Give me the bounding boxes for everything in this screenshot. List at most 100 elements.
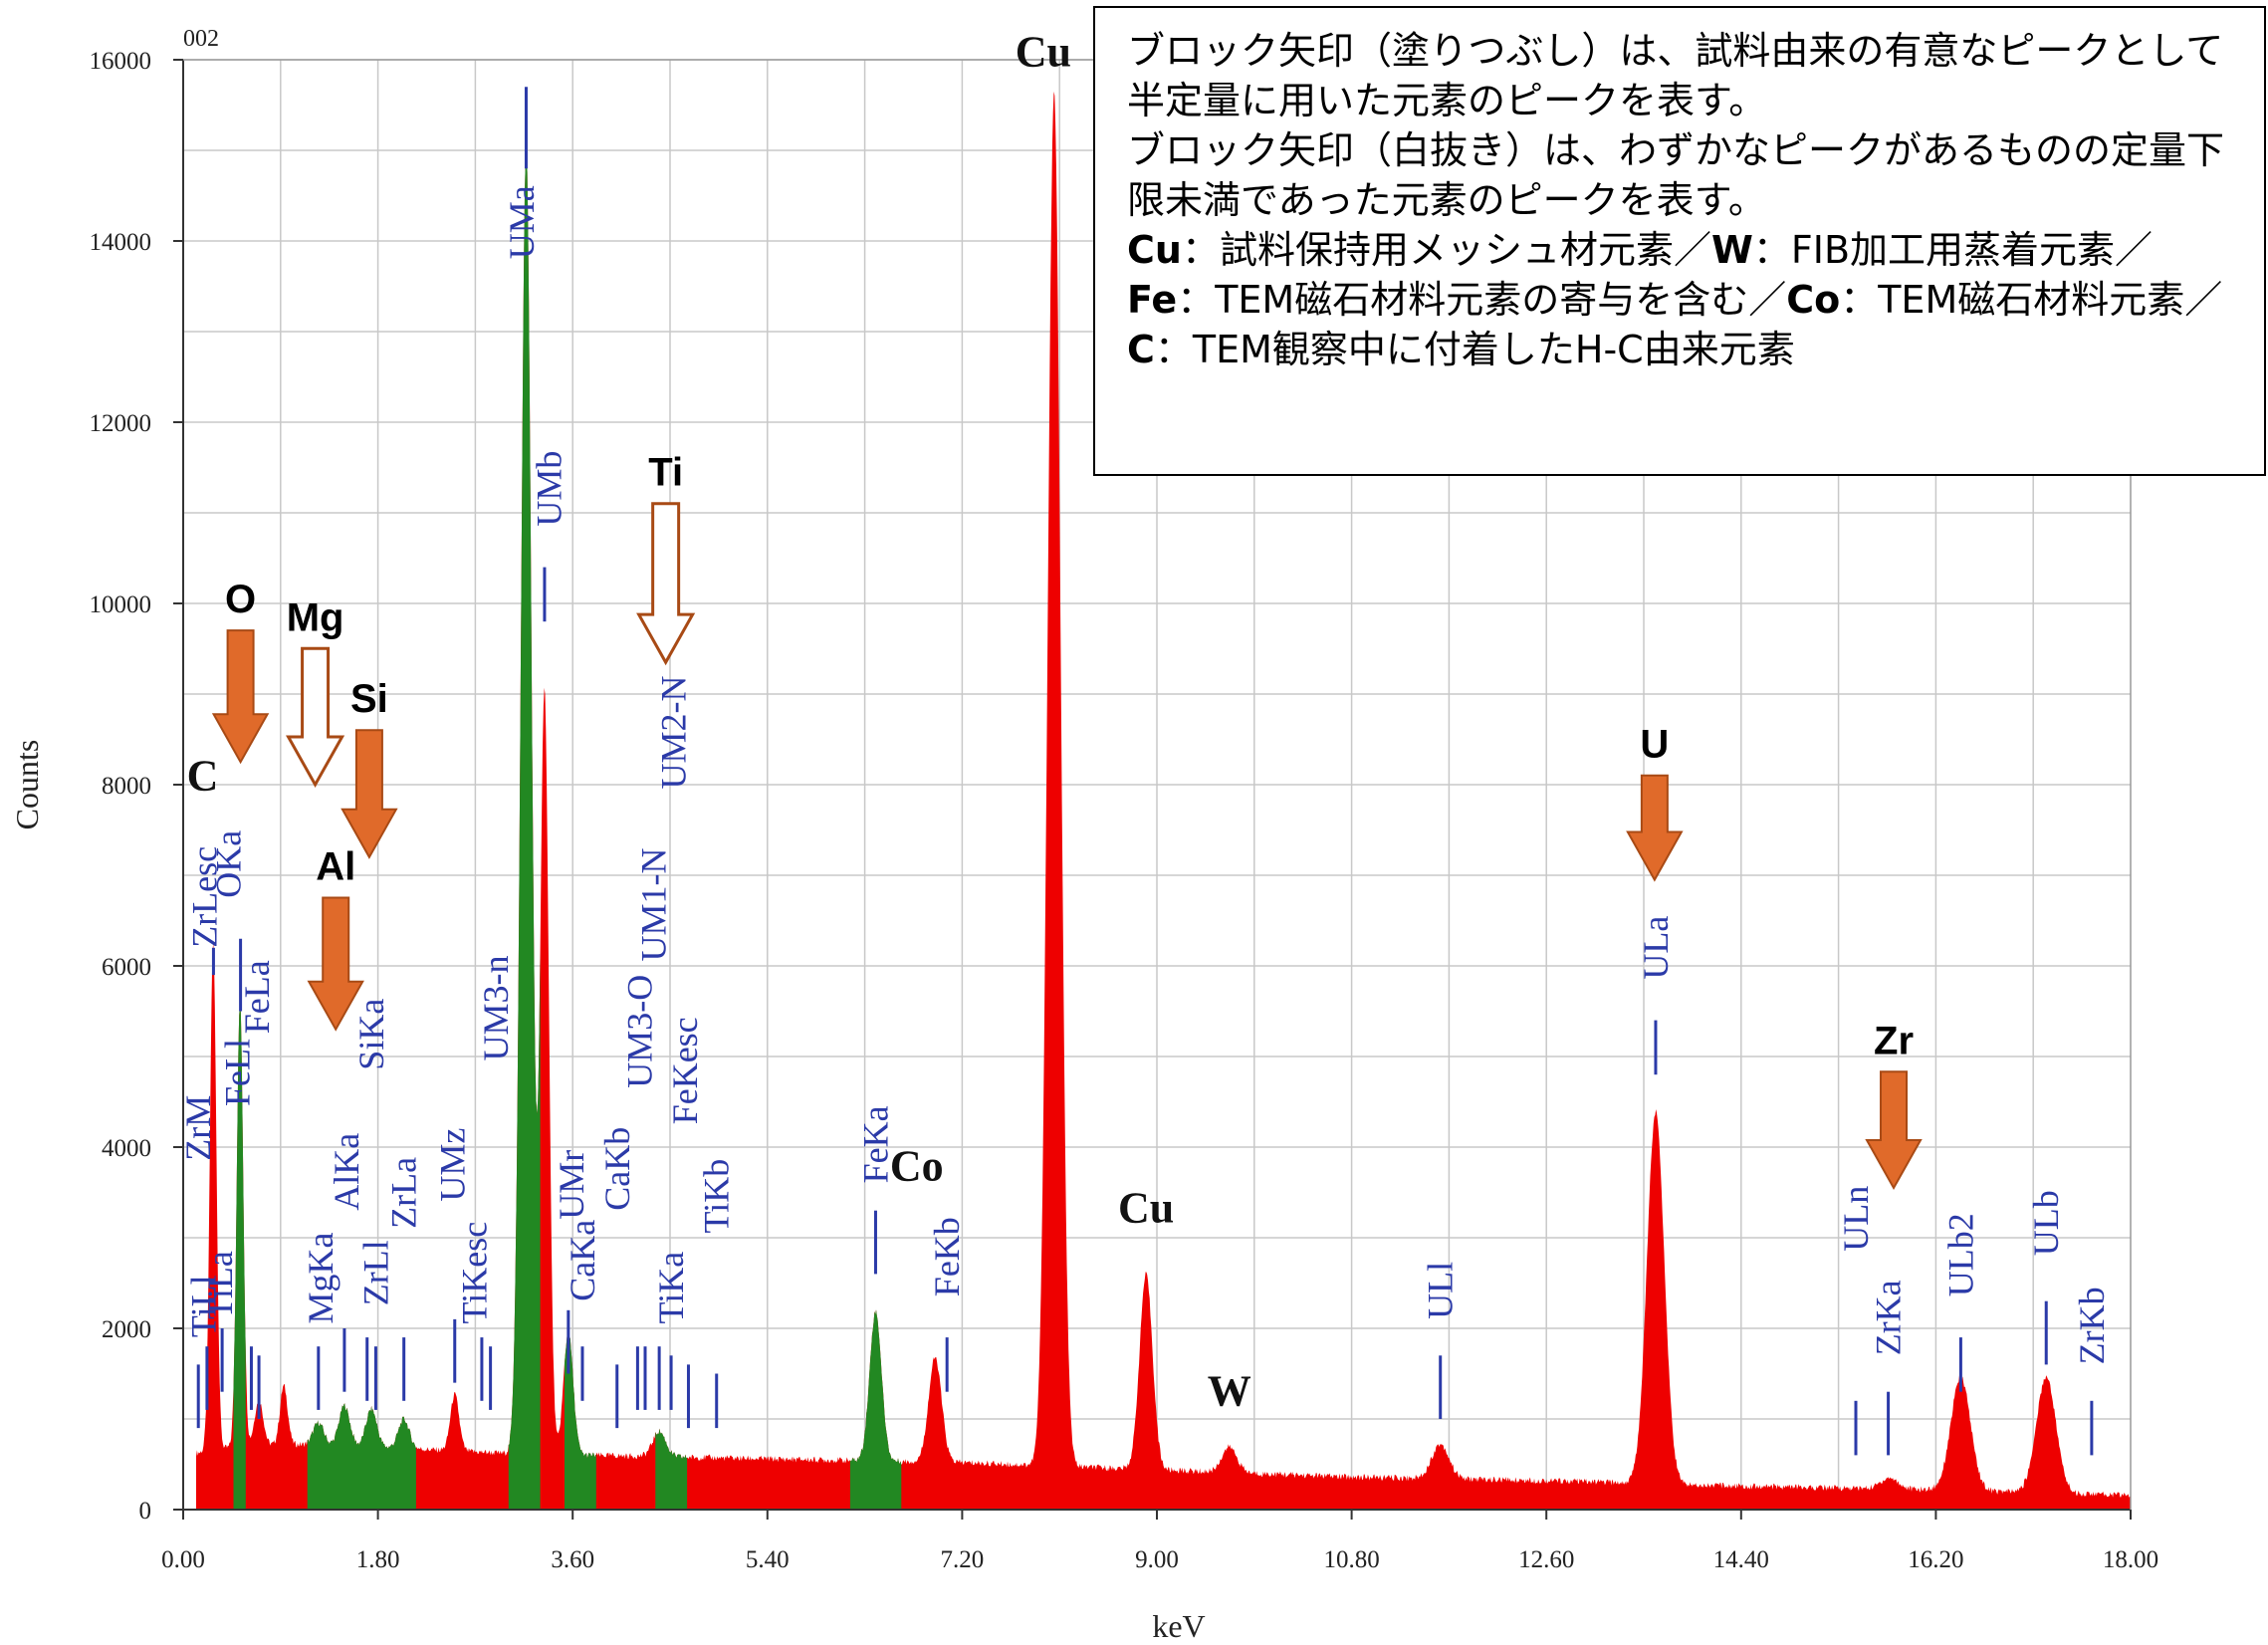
x-tick-label: 3.60: [551, 1546, 594, 1573]
line-label: ULa: [1636, 916, 1676, 980]
line-markers: [196, 87, 2094, 1456]
note-open-arrow: ブロック矢印（白抜き）は、わずかなピークがあるものの定量下限未満であった元素のピ…: [1127, 128, 2225, 222]
line-label: TiKb: [697, 1159, 737, 1234]
line-label: SiKa: [351, 999, 391, 1070]
line-label: UMz: [433, 1128, 473, 1202]
line-label: ZrLa: [384, 1157, 424, 1229]
x-tick-label: 18.00: [2103, 1546, 2158, 1573]
line-label: UMb: [529, 451, 568, 527]
line-label: TiLl: [184, 1275, 224, 1337]
spectrum-id: 002: [183, 26, 219, 52]
element-arrow-ti: [636, 502, 696, 666]
line-label: OKa: [209, 830, 249, 898]
element-arrow-u: [1626, 774, 1684, 882]
element-label-ti: Ti: [648, 451, 683, 495]
peak-label: Cu: [1016, 27, 1071, 76]
spectrum-highlight-region: [233, 1002, 246, 1510]
x-tick-label: 7.20: [941, 1546, 985, 1573]
element-label-al: Al: [316, 845, 355, 889]
element-arrow-zr: [1865, 1070, 1923, 1190]
element-label-si: Si: [350, 677, 388, 721]
note-co-symbol: Co: [1786, 278, 1841, 322]
element-arrow-al: [307, 896, 364, 1032]
spectrum-highlight-region: [849, 1309, 902, 1510]
peak-labels: C Cu Co Cu W: [187, 27, 1251, 1415]
x-tick-label: 1.80: [356, 1546, 400, 1573]
line-label: FeKesc: [665, 1017, 705, 1124]
note-fe-symbol: Fe: [1127, 278, 1178, 322]
y-tick-label: 14000: [90, 229, 152, 256]
spectrum-highlight-region: [655, 1428, 688, 1510]
note-filled-arrow: ブロック矢印（塗りつぶし）は、試料由来の有意なピークとして半定量に用いた元素のピ…: [1127, 29, 2224, 122]
element-label-u: U: [1640, 723, 1669, 767]
line-label: TiKa: [651, 1252, 691, 1324]
peak-label: Cu: [1118, 1184, 1174, 1233]
line-label: ULl: [1421, 1262, 1461, 1319]
x-tick-label: 14.40: [1713, 1546, 1769, 1573]
line-label: ZrKa: [1869, 1280, 1909, 1355]
y-tick-label: 16000: [90, 48, 152, 75]
line-label: UM1-N: [634, 848, 674, 962]
line-label: ULb2: [1940, 1213, 1980, 1296]
spectrum-highlight-region: [508, 148, 541, 1510]
y-tick-label: 0: [139, 1498, 152, 1525]
note-c-symbol: C: [1127, 328, 1155, 371]
line-label: ZrKb: [2072, 1287, 2112, 1364]
y-tick-label: 6000: [102, 954, 151, 981]
x-tick-label: 5.40: [746, 1546, 790, 1573]
peak-label: C: [187, 751, 219, 800]
x-tick-label: 12.60: [1518, 1546, 1574, 1573]
y-tick-label: 10000: [90, 591, 152, 618]
line-label: UMa: [502, 185, 542, 259]
element-arrow-si: [340, 729, 398, 859]
note-fe-text: ：TEM磁石材料元素の寄与を含む／: [1177, 278, 1787, 322]
y-tick-label: 2000: [102, 1316, 151, 1343]
x-axis-title: keV: [1152, 1608, 1205, 1644]
line-label: CaKb: [597, 1127, 637, 1211]
element-label-zr: Zr: [1874, 1019, 1914, 1062]
line-label: MgKa: [301, 1232, 340, 1323]
x-tick-label: 10.80: [1323, 1546, 1379, 1573]
line-label: ULb: [2026, 1190, 2066, 1256]
line-label: ZrLl: [355, 1240, 395, 1305]
tick-labels: 0 2000 4000 6000 8000 10000 12000 14000 16000 0.0…: [90, 48, 2159, 1573]
x-tick-label: 0.00: [161, 1546, 205, 1573]
line-label: TiKesc: [454, 1222, 494, 1324]
peak-label: W: [1208, 1366, 1251, 1415]
spectrum-highlight-region: [307, 1403, 416, 1510]
line-label: UM3-O: [620, 975, 660, 1088]
note-co-text: ：TEM磁石材料元素／: [1840, 278, 2223, 322]
line-label: FeLa: [237, 960, 277, 1034]
line-label: ZrLesc: [185, 846, 225, 948]
y-axis-title: Counts: [9, 740, 45, 830]
note-cu-symbol: Cu: [1127, 228, 1182, 272]
y-tick-label: 8000: [102, 773, 151, 800]
note-c-text: ：TEM観察中に付着したH-C由来元素: [1154, 328, 1795, 371]
x-tick-label: 16.20: [1908, 1546, 1963, 1573]
note-cu-text: ：試料保持用メッシュ材元素／: [1181, 228, 1711, 272]
x-tick-label: 9.00: [1135, 1546, 1179, 1573]
line-label: ZrM: [178, 1095, 218, 1161]
y-tick-label: 12000: [90, 410, 152, 437]
line-label: ULn: [1836, 1186, 1876, 1252]
line-label: UMr: [552, 1150, 591, 1220]
line-label: FeKa: [856, 1105, 896, 1183]
note-w-symbol: W: [1710, 228, 1753, 272]
spectrum-plot: [196, 91, 2131, 1510]
y-tick-label: 4000: [102, 1135, 151, 1162]
line-label: FeKb: [927, 1217, 967, 1296]
element-arrow-o: [211, 629, 270, 765]
line-label: CaKa: [563, 1220, 602, 1301]
element-label-o: O: [225, 578, 256, 621]
line-label: TiLa: [200, 1251, 240, 1319]
spectrum-highlight-region: [565, 1333, 596, 1510]
note-w-text: ：FIB加工用蒸着元素／: [1752, 228, 2154, 272]
line-label: UM3-n: [476, 956, 516, 1061]
element-label-mg: Mg: [287, 595, 344, 639]
note-element-sources: Cu：試料保持用メッシュ材元素／W：FIB加工用蒸着元素／Fe：TEM磁石材料元…: [1127, 225, 2240, 374]
legend-note-box: ブロック矢印（塗りつぶし）は、試料由来の有意なピークとして半定量に用いた元素のピ…: [1093, 6, 2266, 476]
line-label: AlKa: [327, 1133, 366, 1211]
